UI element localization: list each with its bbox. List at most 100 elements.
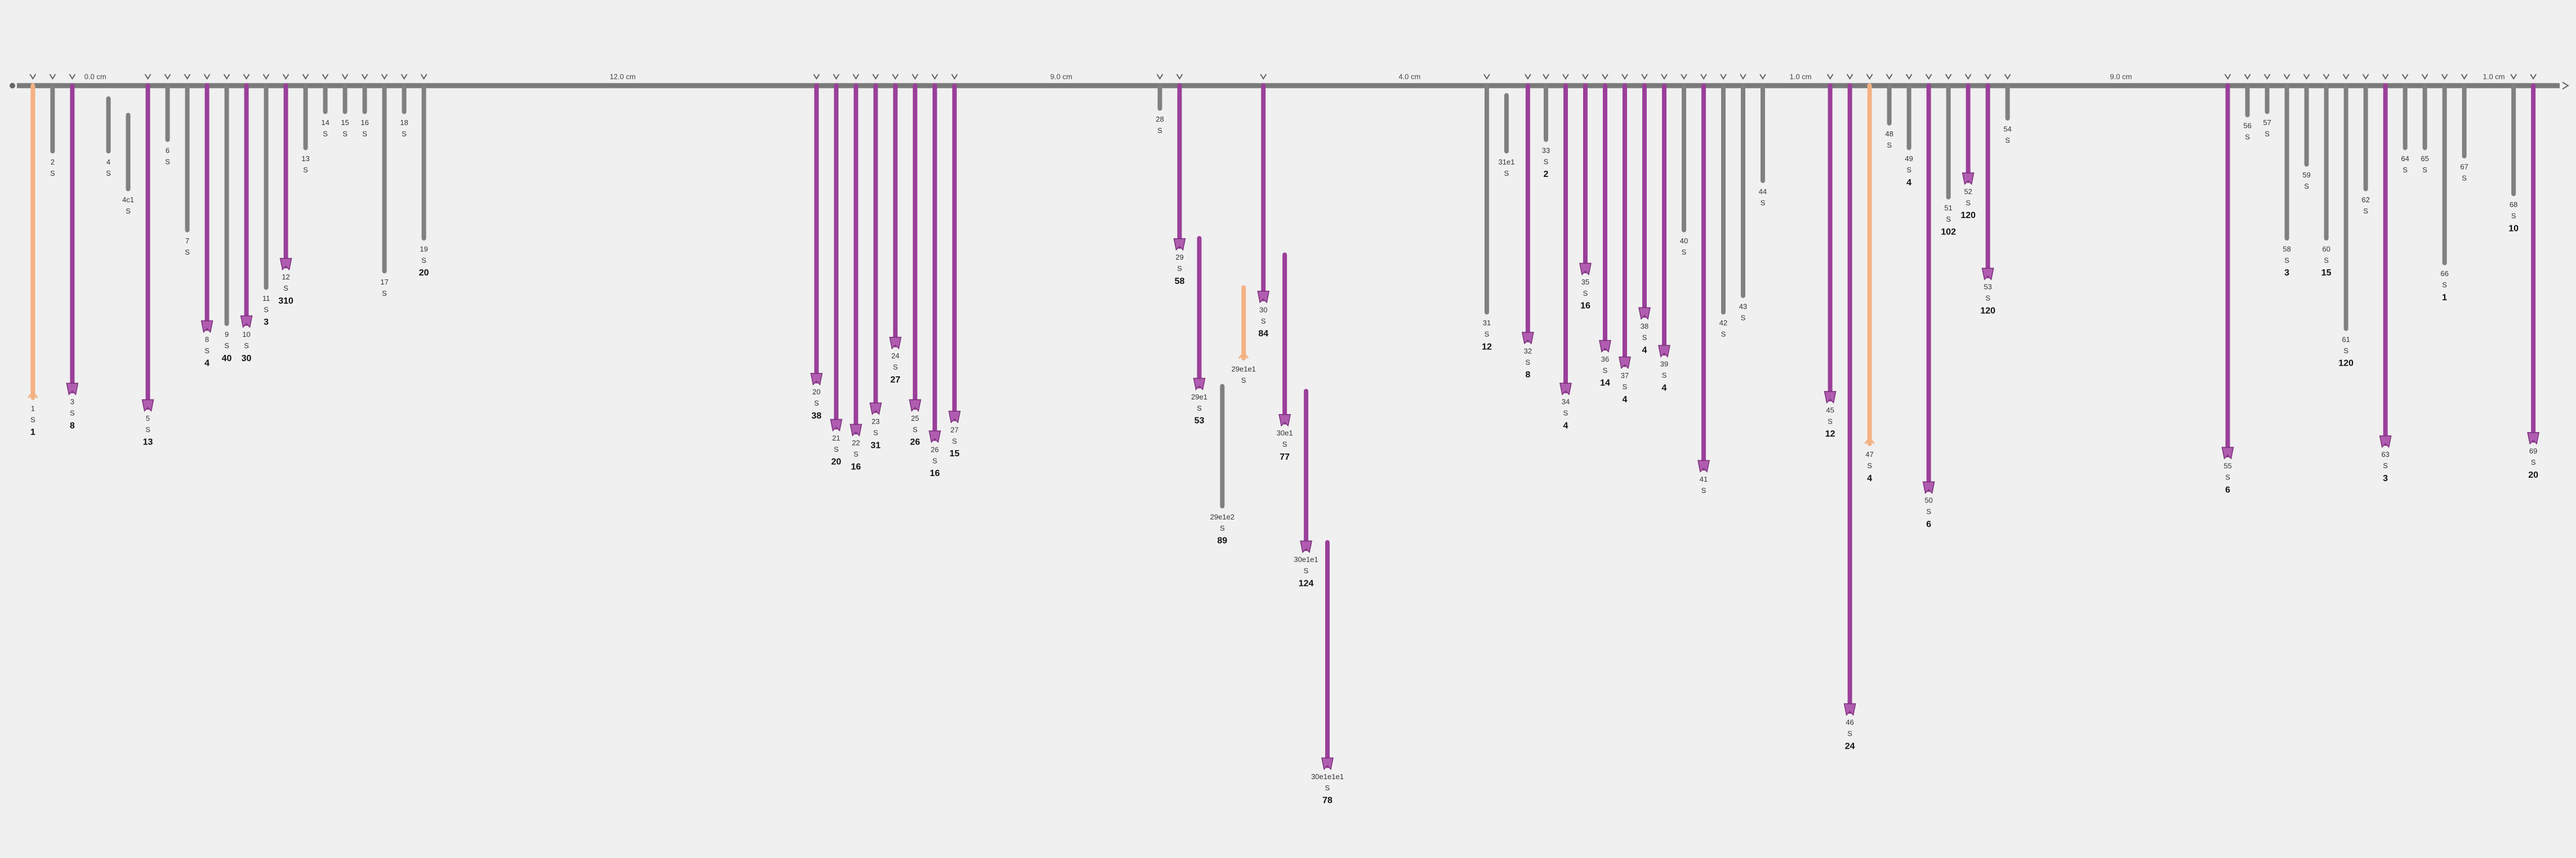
- stem-unit: S: [2225, 473, 2230, 481]
- stem-id: 49: [1905, 154, 1913, 163]
- stem-unit: S: [204, 346, 210, 355]
- node-marker: [2004, 74, 2011, 80]
- node-marker: [2342, 74, 2350, 80]
- node-marker: [1905, 74, 1913, 80]
- node-marker: [813, 74, 820, 80]
- bud: [1843, 703, 1856, 716]
- stem-count: 6: [1926, 520, 1931, 530]
- bud: [1824, 391, 1837, 404]
- node-marker: [1621, 74, 1628, 80]
- bud: [1257, 291, 1270, 304]
- stem-id: 6: [166, 146, 170, 154]
- stem-unit: S: [1721, 330, 1726, 339]
- stem-id: 3: [70, 398, 74, 406]
- stem-id: 45: [1826, 406, 1834, 414]
- stem-count: 31: [871, 441, 881, 450]
- node-marker: [931, 74, 938, 80]
- stem-unit: S: [106, 169, 111, 177]
- bud: [889, 336, 902, 350]
- node-marker: [1681, 74, 1687, 80]
- scale-label: 9.0 cm: [2110, 72, 2132, 81]
- stem-id: 30e1e1e1: [1311, 772, 1344, 781]
- stem-unit: S: [1197, 404, 1202, 412]
- stem-id: 55: [2223, 461, 2231, 470]
- stem-id: 38: [1641, 322, 1648, 331]
- node-marker: [1964, 74, 1972, 80]
- stem-id: 19: [420, 244, 427, 253]
- stem-unit: S: [421, 256, 426, 264]
- bud: [1278, 414, 1291, 427]
- stem-count: 84: [1258, 329, 1268, 339]
- stem-unit: S: [1682, 248, 1687, 256]
- stem-id: 8: [205, 335, 209, 344]
- stem-count: 26: [910, 438, 920, 447]
- stem-id: 24: [892, 352, 899, 360]
- node-marker: [2401, 74, 2409, 80]
- bud: [1579, 263, 1592, 275]
- node-marker: [2362, 74, 2369, 80]
- node-marker: [1156, 74, 1164, 80]
- stem-count: 40: [222, 354, 232, 363]
- stem-id: 40: [1680, 237, 1688, 245]
- stem-count: 15: [950, 449, 960, 459]
- node-marker: [69, 74, 76, 80]
- stem-id: 51: [1944, 203, 1952, 212]
- stem-id: 65: [2421, 154, 2428, 163]
- stem-unit: S: [1966, 198, 1971, 207]
- stem-count: 120: [2338, 359, 2354, 368]
- stem-id: 12: [282, 273, 289, 281]
- stem-unit: S: [1485, 330, 1490, 339]
- stem-unit: S: [362, 130, 367, 138]
- stem-id: 59: [2302, 171, 2310, 179]
- stem-unit: S: [1220, 524, 1225, 532]
- stem-unit: S: [224, 341, 229, 350]
- bud: [1559, 383, 1572, 395]
- stem-unit: S: [1583, 289, 1588, 297]
- stem-unit: S: [50, 169, 55, 177]
- node-marker: [1886, 74, 1893, 80]
- stem-unit: S: [2363, 207, 2368, 215]
- stem-count: 16: [930, 469, 940, 478]
- stem-id: 15: [341, 118, 349, 127]
- node-marker: [420, 74, 427, 80]
- node-marker: [832, 74, 840, 80]
- stem-id: 5: [146, 414, 150, 423]
- bud: [1321, 757, 1334, 770]
- bud: [810, 373, 823, 386]
- stem-count: 58: [1175, 277, 1185, 286]
- bud: [66, 383, 79, 395]
- bud: [948, 411, 961, 424]
- stem-unit: S: [1623, 383, 1628, 391]
- node-marker: [892, 74, 899, 80]
- stem-unit: S: [1325, 784, 1330, 792]
- node-marker: [2461, 74, 2468, 80]
- node-marker: [400, 74, 408, 80]
- stem-count: 8: [70, 421, 75, 430]
- node-marker: [1759, 74, 1766, 80]
- stem-count: 124: [1299, 579, 1314, 589]
- stem-unit: S: [1847, 730, 1852, 738]
- axis-start: [10, 83, 15, 88]
- stem-id: 35: [1581, 278, 1589, 286]
- stem-unit: S: [2304, 182, 2309, 190]
- bud: [1962, 172, 1975, 185]
- stem-unit: S: [1526, 358, 1531, 366]
- scale-label: 1.0 cm: [1790, 72, 1812, 81]
- stem-id: 44: [1759, 187, 1767, 195]
- stem-id: 36: [1601, 355, 1609, 363]
- stem-unit: S: [932, 456, 937, 465]
- stem-count: 20: [419, 268, 429, 278]
- stem-unit: S: [303, 166, 308, 174]
- stem-id: 13: [301, 154, 309, 163]
- stem-count: 89: [1217, 536, 1227, 546]
- stem-unit: S: [1741, 314, 1746, 322]
- stem-count: 3: [2383, 474, 2388, 483]
- node-marker: [2224, 74, 2231, 80]
- stem-count: 14: [1600, 379, 1610, 388]
- bud: [1697, 460, 1710, 473]
- scale-label: 0.0 cm: [84, 72, 106, 81]
- stem-id: 66: [2440, 269, 2448, 278]
- node-marker: [1846, 74, 1853, 80]
